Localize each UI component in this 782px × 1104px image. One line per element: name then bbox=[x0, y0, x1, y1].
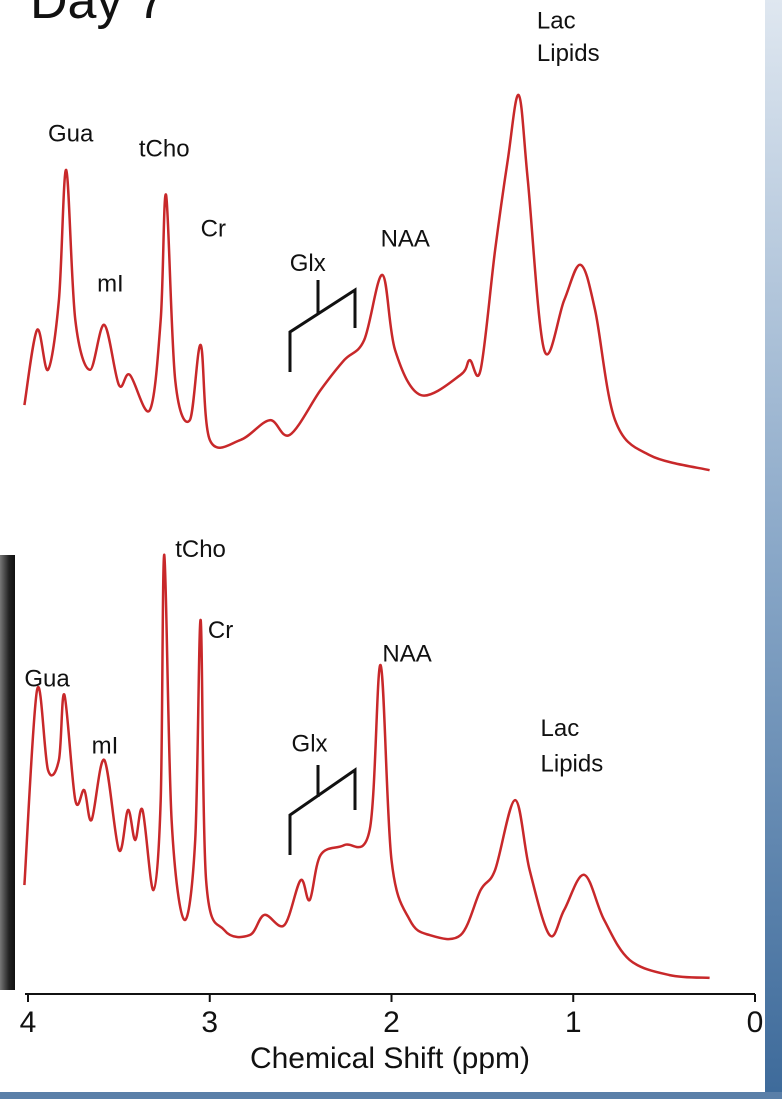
x-tick-label: 1 bbox=[565, 1006, 582, 1039]
peak-label: mI bbox=[92, 732, 119, 759]
x-axis-title: Chemical Shift (ppm) bbox=[250, 1042, 530, 1075]
spectrum-line bbox=[23, 553, 710, 980]
peak-label: Cr bbox=[201, 215, 226, 242]
mri-strip bbox=[0, 555, 15, 990]
x-tick-label: 0 bbox=[747, 1006, 764, 1039]
bottom-bar bbox=[0, 1092, 782, 1099]
peak-label: tCho bbox=[139, 135, 190, 162]
peak-label: Lac bbox=[537, 7, 576, 34]
peak-label: Lipids bbox=[537, 40, 600, 67]
peak-label: Lac bbox=[541, 715, 580, 742]
peak-label: NAA bbox=[382, 641, 431, 668]
peak-label: Gua bbox=[48, 120, 94, 147]
chart-title: Day 7 bbox=[30, 0, 166, 30]
x-tick-label: 3 bbox=[201, 1006, 218, 1039]
side-bar bbox=[765, 0, 782, 1099]
x-tick-label: 4 bbox=[20, 1006, 37, 1039]
x-tick-label: 2 bbox=[383, 1006, 400, 1039]
peak-label: tCho bbox=[175, 536, 226, 563]
peak-label: Cr bbox=[208, 617, 233, 644]
glx-brackets bbox=[288, 280, 357, 855]
peak-label: NAA bbox=[381, 225, 430, 252]
peak-label: Glx bbox=[290, 250, 326, 277]
peak-label: mI bbox=[97, 270, 124, 297]
spectrum-line bbox=[23, 93, 710, 472]
peak-label: Gua bbox=[24, 665, 70, 692]
peak-label: Lipids bbox=[541, 750, 604, 777]
peak-label: Glx bbox=[292, 731, 328, 758]
